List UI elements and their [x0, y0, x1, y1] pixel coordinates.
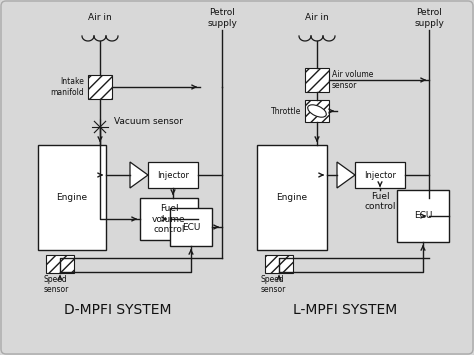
Text: Fuel
control: Fuel control	[364, 192, 396, 211]
Bar	[305, 68, 329, 92]
Text: Engine: Engine	[56, 193, 88, 202]
Bar	[265, 255, 293, 273]
Text: Engine: Engine	[276, 193, 308, 202]
Text: Injector: Injector	[364, 170, 396, 180]
Bar	[148, 162, 198, 188]
Text: Vacuum sensor: Vacuum sensor	[114, 116, 183, 126]
Text: Speed
sensor: Speed sensor	[261, 275, 286, 294]
Polygon shape	[130, 162, 148, 188]
Bar	[265, 255, 293, 273]
Bar	[305, 68, 329, 92]
Text: Petrol
supply: Petrol supply	[414, 8, 444, 28]
Ellipse shape	[308, 105, 326, 117]
Text: L-MPFI SYSTEM: L-MPFI SYSTEM	[293, 303, 397, 317]
Bar	[355, 162, 405, 188]
Text: ECU: ECU	[414, 212, 432, 220]
Polygon shape	[337, 162, 355, 188]
Text: Speed
sensor: Speed sensor	[44, 275, 69, 294]
Text: Air in: Air in	[305, 13, 329, 22]
Bar	[305, 100, 329, 122]
Text: Air in: Air in	[88, 13, 112, 22]
Text: Fuel
volume
control: Fuel volume control	[152, 204, 186, 234]
Text: Air volume
sensor: Air volume sensor	[332, 70, 374, 90]
Bar	[88, 75, 112, 99]
Bar	[46, 255, 74, 273]
Bar	[397, 190, 449, 242]
Text: D-MPFI SYSTEM: D-MPFI SYSTEM	[64, 303, 172, 317]
Bar	[38, 145, 106, 250]
Text: Injector: Injector	[157, 170, 189, 180]
Text: Intake
manifold: Intake manifold	[50, 77, 84, 97]
Bar	[170, 208, 212, 246]
Bar	[305, 100, 329, 122]
Bar	[46, 255, 74, 273]
Text: Petrol
supply: Petrol supply	[207, 8, 237, 28]
Bar	[140, 198, 198, 240]
Text: ECU: ECU	[182, 223, 200, 231]
Bar	[88, 75, 112, 99]
Text: Throttle: Throttle	[271, 106, 301, 115]
Bar	[257, 145, 327, 250]
